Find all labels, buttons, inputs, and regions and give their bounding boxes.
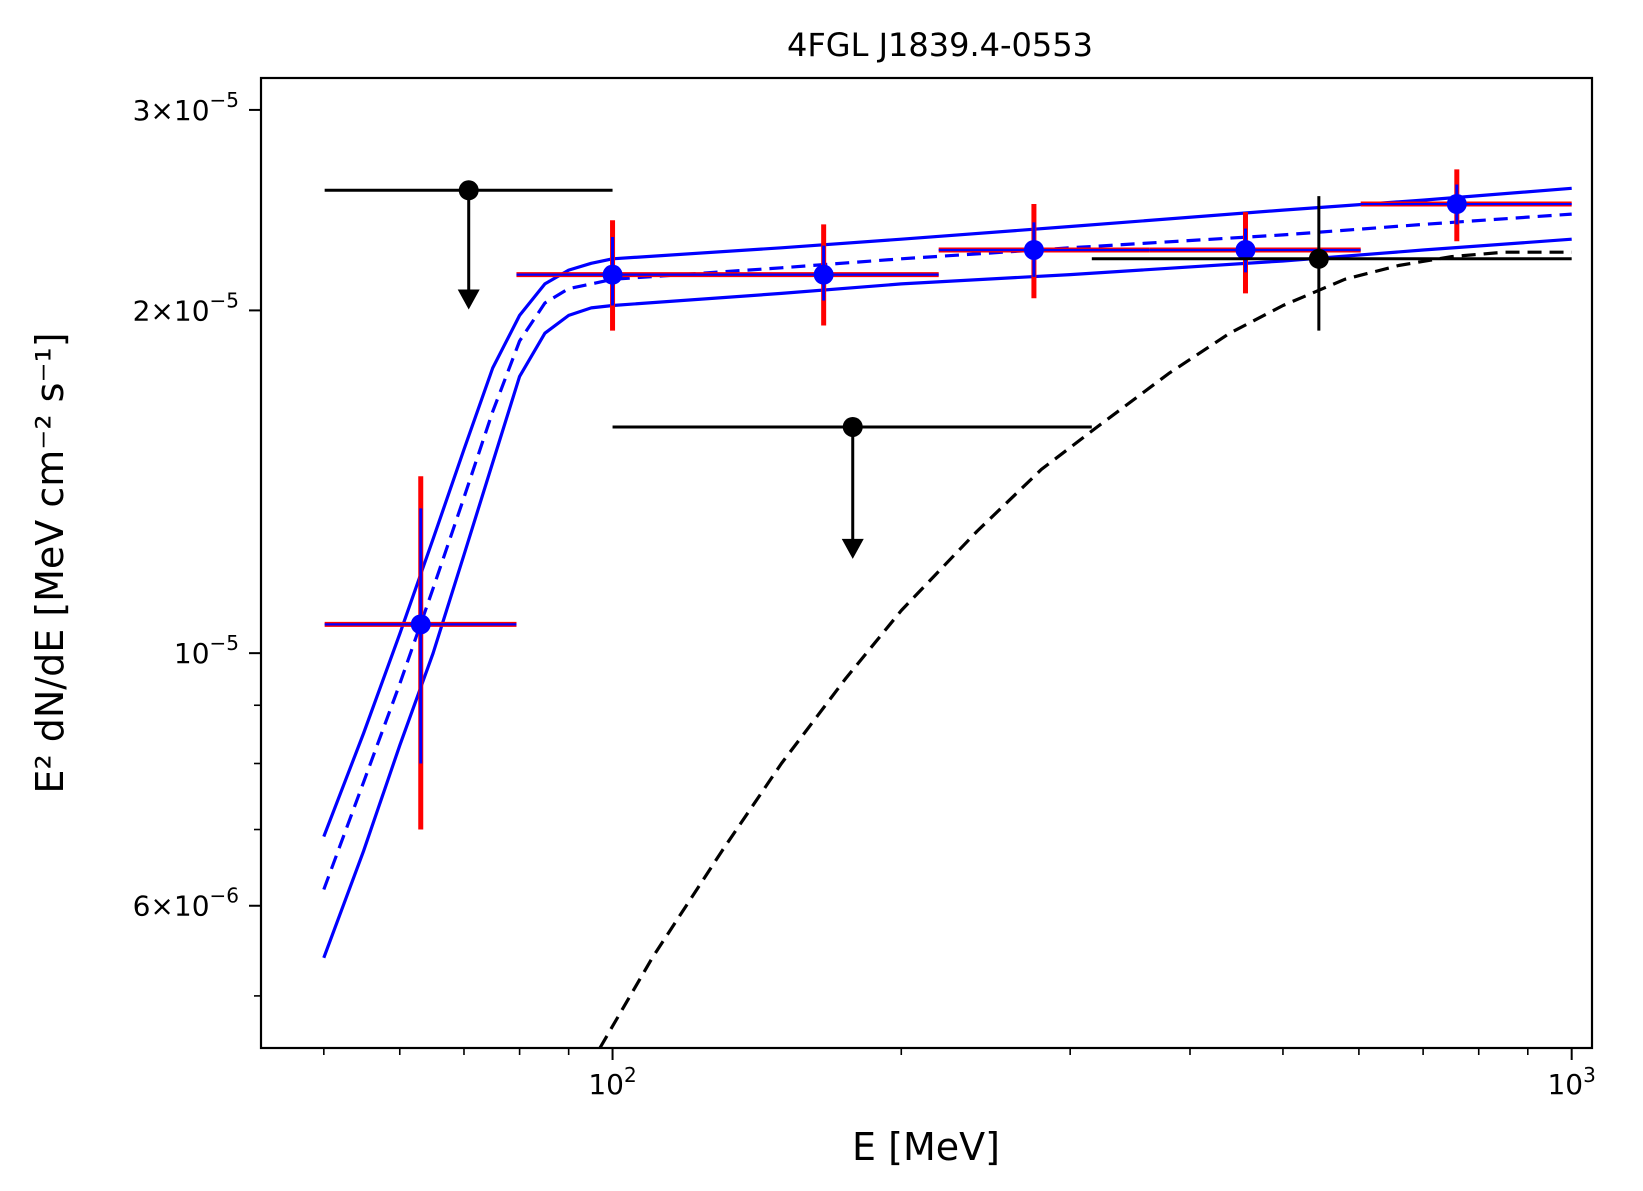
- y-tick-label-exponent: −6: [210, 884, 239, 908]
- upper-limit-arrow-head: [841, 538, 864, 559]
- blue-point-6: [1360, 169, 1572, 242]
- upper-limit-arrow-head: [457, 289, 480, 310]
- y-tick-label: 6×10−6: [133, 884, 239, 923]
- chart-title: 4FGL J1839.4-0553: [787, 26, 1093, 64]
- x-tick-label-exponent: 2: [624, 1063, 637, 1087]
- upper-limit-1: [324, 180, 613, 310]
- blue-point-4: [938, 204, 1150, 299]
- y-tick-label-exponent: −5: [210, 288, 239, 312]
- model-black-dashed-curve: [598, 250, 1572, 1049]
- upper-limit-marker: [842, 416, 863, 437]
- blue-point-3: [708, 224, 939, 326]
- y-tick-label-mantissa: 2×10: [133, 294, 210, 327]
- x-tick-label: 103: [1547, 1063, 1595, 1101]
- x-tick-label-base: 10: [588, 1068, 624, 1101]
- blue-point-marker: [813, 264, 834, 285]
- plot-frame: [259, 76, 1594, 1050]
- y-tick-label: 3×10−5: [133, 88, 239, 127]
- blue-point-marker: [410, 614, 431, 635]
- blue-point-marker: [602, 264, 623, 285]
- y-tick-label: 2×10−5: [133, 288, 239, 327]
- y-tick-label-mantissa: 10: [174, 637, 210, 670]
- x-tick-label-exponent: 3: [1583, 1063, 1596, 1087]
- upper-limit-2: [612, 416, 1092, 559]
- y-tick-label-mantissa: 3×10: [133, 94, 210, 127]
- black-point-1: [1091, 196, 1572, 331]
- black-point-marker: [1308, 248, 1329, 269]
- blue-point-marker: [1023, 239, 1044, 260]
- blue-point-1: [324, 476, 517, 830]
- blue-point-marker: [1235, 239, 1256, 260]
- upper-limit-marker: [458, 180, 479, 201]
- blue-point-5: [1149, 212, 1361, 294]
- y-tick-label-exponent: −5: [210, 88, 239, 112]
- y-tick-label-exponent: −5: [210, 631, 239, 655]
- data-points: [324, 169, 1572, 830]
- x-tick-label: 102: [588, 1063, 636, 1101]
- y-tick-label-mantissa: 6×10: [133, 890, 210, 923]
- x-tick-label-base: 10: [1547, 1068, 1583, 1101]
- y-tick-label: 10−5: [174, 631, 239, 670]
- x-axis-label: E [MeV]: [852, 1125, 1000, 1169]
- y-axis-label: E² dN/dE [MeV cm⁻² s⁻¹]: [28, 332, 72, 793]
- blue-point-2: [516, 220, 709, 331]
- blue-point-marker: [1446, 194, 1467, 215]
